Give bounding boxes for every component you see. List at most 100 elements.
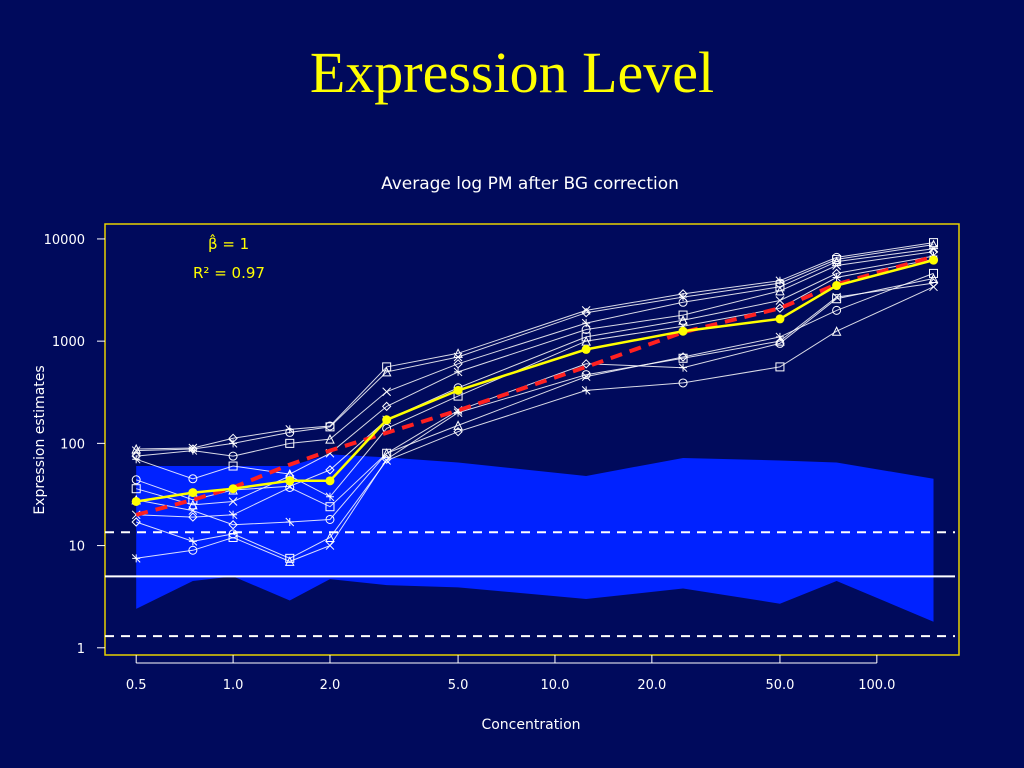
beta-annotation: β̂ = 1	[208, 233, 249, 253]
series-11-point-5	[381, 454, 392, 464]
series-0	[131, 255, 939, 506]
series-6-point-8	[678, 315, 688, 325]
series-1-line	[135, 254, 935, 517]
series-5-line	[136, 251, 934, 480]
series-3-point-4	[325, 422, 335, 432]
series-10-point-3	[285, 553, 295, 563]
series-2-point-7	[581, 306, 591, 315]
series-0-point-11	[929, 255, 939, 265]
series-3-line	[136, 244, 934, 452]
series-0-point-2	[228, 484, 238, 494]
slide-title: Expression Level	[309, 40, 715, 105]
series-11-point-8	[678, 353, 688, 363]
series-8-point-4	[325, 514, 335, 524]
series-3-point-2	[228, 439, 238, 448]
series-10-point-9	[775, 362, 785, 372]
series-3-point-10	[832, 254, 842, 264]
series-8-point-8	[678, 352, 688, 362]
series-8-point-10	[832, 305, 842, 315]
y-tick-label-2: 100	[60, 437, 85, 452]
series-9-point-5	[381, 448, 392, 458]
series-4-point-5	[382, 387, 392, 397]
series-8-line	[136, 272, 934, 526]
series-5-point-2	[228, 461, 238, 471]
series-11	[131, 278, 939, 566]
series-0-point-0	[131, 496, 141, 506]
series-8-point-6	[453, 420, 463, 430]
x-tick-label-4: 10.0	[540, 678, 569, 693]
series-9-line	[136, 278, 934, 518]
series-5-point-9	[775, 285, 785, 296]
series-8-point-1	[188, 506, 198, 515]
x-axis-label: Concentration	[481, 717, 580, 733]
series-0-point-5	[382, 415, 392, 425]
noise-band	[136, 454, 934, 622]
series-7-point-9	[775, 303, 785, 313]
series-9-point-10	[832, 294, 842, 304]
series-8-point-2	[228, 520, 238, 530]
plot-frame	[104, 223, 960, 656]
series-10-point-8	[678, 378, 688, 388]
series-11-point-0	[131, 553, 141, 563]
series-8-point-3	[285, 517, 295, 527]
x-tick-label-2: 2.0	[320, 678, 341, 693]
x-tick-label-3: 5.0	[448, 678, 469, 693]
y-axis-label: Expression estimates	[32, 365, 48, 514]
series-10-point-6	[453, 427, 463, 437]
series-6-point-0	[131, 475, 141, 485]
r2-annotation: R² = 0.97	[193, 264, 265, 282]
series-10-point-10	[831, 326, 842, 336]
series-2-point-11	[929, 238, 939, 248]
x-tick-label-6: 50.0	[765, 678, 794, 693]
series-5-point-7	[581, 325, 591, 335]
series-7-point-10	[832, 273, 841, 282]
series-4-point-2	[228, 451, 238, 461]
y-tick-label-0: 1	[77, 642, 85, 657]
series-2-point-5	[382, 362, 392, 372]
series-4-point-11	[929, 244, 938, 254]
series-0-point-9	[775, 314, 785, 324]
series-3-point-0	[131, 446, 141, 455]
series-10-line	[136, 286, 934, 559]
chart-title: Average log PM after BG correction	[381, 174, 679, 194]
series-0-point-1	[188, 488, 198, 498]
series-10-point-4	[325, 532, 335, 542]
series-5-point-8	[678, 310, 688, 320]
series-11-line	[136, 282, 934, 562]
series-6-point-4	[325, 465, 335, 475]
series-7-point-1	[188, 499, 198, 510]
series-9-point-7	[581, 359, 591, 369]
series-3-point-5	[381, 366, 392, 377]
series-8-point-11	[929, 268, 939, 278]
series-9-point-4	[325, 502, 335, 512]
series-5-point-0	[131, 454, 141, 464]
series-7-point-4	[325, 492, 335, 502]
series-4-point-4	[325, 434, 335, 444]
y-tick-label-1: 10	[68, 540, 85, 555]
series-11-point-11	[928, 278, 939, 288]
x-tick-label-1: 1.0	[223, 678, 244, 693]
series-10-point-0	[131, 517, 141, 527]
series-4-point-3	[285, 438, 295, 448]
x-tick-label-7: 100.0	[858, 678, 895, 693]
x-tick-label-0: 0.5	[126, 678, 147, 693]
series-9-point-8	[678, 363, 688, 373]
series-3-point-8	[678, 292, 688, 302]
series-11-point-1	[188, 545, 198, 555]
series-4-line	[136, 248, 934, 457]
series-11-point-7	[581, 370, 591, 380]
series-11-point-9	[775, 336, 785, 346]
series-1	[135, 254, 935, 517]
series-0-point-4	[325, 476, 335, 486]
series-10-point-7	[581, 386, 591, 395]
y-tick-label-3: 1000	[52, 335, 85, 350]
series-4-point-6	[453, 359, 463, 369]
series-4-point-8	[678, 297, 688, 307]
series-5-point-1	[188, 474, 198, 484]
series-5-point-6	[453, 367, 463, 377]
series-0-line	[136, 258, 934, 503]
series-3-point-7	[581, 307, 591, 318]
series-3-point-3	[285, 427, 295, 437]
series-9-point-9	[775, 338, 785, 348]
series-4-point-1	[188, 446, 198, 455]
